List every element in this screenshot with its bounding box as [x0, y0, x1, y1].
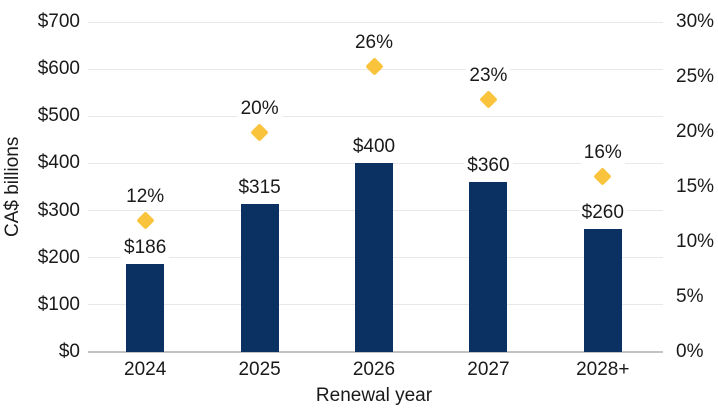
bar-value-label: $260 [578, 202, 627, 225]
x-tick-label: 2028+ [576, 359, 630, 380]
bar-2025 [240, 203, 279, 352]
left-axis-tick-label: $200 [37, 246, 80, 268]
diamond-marker [250, 122, 269, 142]
percent-value-label: 12% [123, 186, 168, 208]
x-axis-line [88, 351, 663, 353]
right-axis-tick-label: 25% [676, 66, 715, 87]
bar-value-label: $315 [235, 176, 284, 199]
x-tick-label: 2025 [238, 359, 281, 380]
bar-2024 [126, 264, 165, 352]
diamond-marker [593, 166, 612, 186]
bar-2026 [355, 163, 393, 352]
bar-value-label: $400 [349, 136, 399, 159]
left-axis-tick-label: $100 [37, 293, 80, 315]
x-axis-title: Renewal year [315, 385, 433, 406]
left-axis-tick-label: $600 [37, 58, 80, 80]
x-tick-label: 2024 [124, 359, 167, 380]
diamond-marker [479, 89, 498, 109]
x-tick-label: 2026 [352, 359, 396, 380]
right-axis-tick-label: 0% [676, 341, 704, 362]
percent-value-label: 26% [351, 32, 397, 54]
gridline [88, 21, 663, 23]
left-axis-tick-label: $500 [37, 105, 80, 127]
right-axis-tick-label: 20% [676, 121, 715, 142]
x-tick-label: 2027 [467, 359, 510, 380]
right-axis-tick-label: 10% [676, 231, 715, 252]
diamond-marker [364, 56, 384, 76]
bar-2027 [469, 182, 508, 352]
percent-value-label: 23% [466, 65, 511, 87]
percent-value-label: 20% [237, 98, 282, 120]
bar-value-label: $360 [464, 155, 513, 178]
diamond-marker [135, 210, 155, 230]
left-axis-tick-label: $300 [37, 199, 80, 221]
left-axis-tick-label: $0 [58, 341, 80, 362]
gridline [88, 115, 663, 117]
percent-value-label: 16% [580, 142, 625, 164]
right-axis-tick-label: 30% [676, 11, 715, 32]
bar-2028+ [583, 229, 622, 352]
right-axis-tick-label: 15% [676, 176, 715, 197]
bar-value-label: $186 [121, 237, 170, 260]
left-axis-tick-label: $400 [37, 152, 80, 174]
left-axis-tick-label: $700 [37, 11, 80, 32]
right-axis-tick-label: 5% [676, 286, 704, 307]
